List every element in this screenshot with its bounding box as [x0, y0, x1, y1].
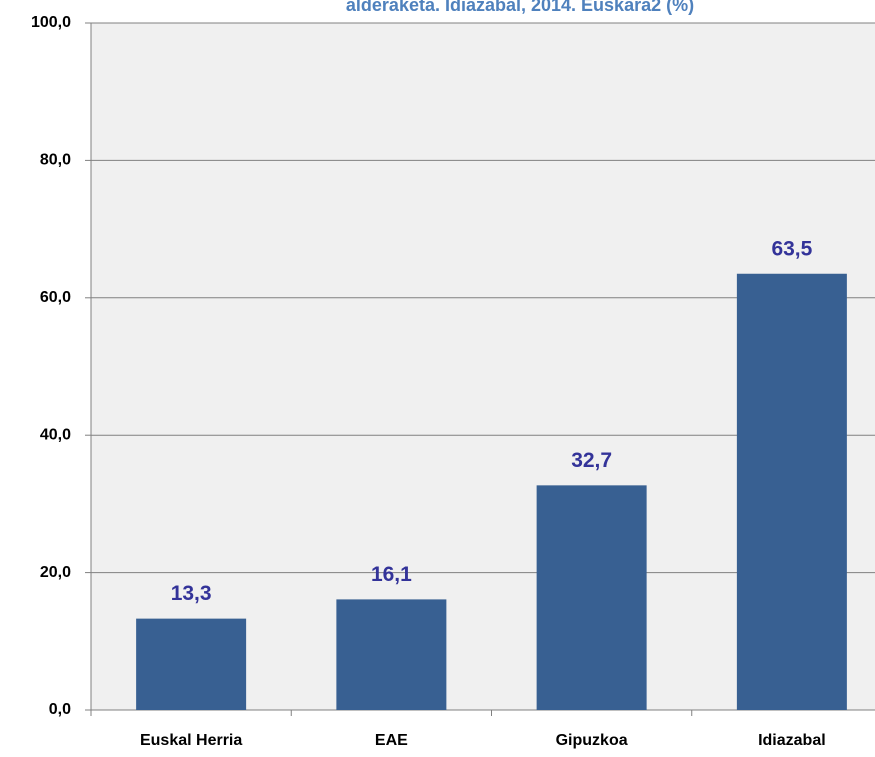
- y-tick-label: 0,0: [49, 701, 71, 718]
- bar: [536, 485, 647, 710]
- bar: [336, 599, 447, 710]
- x-tick-label: Gipuzkoa: [556, 732, 628, 749]
- value-label: 16,1: [371, 563, 412, 586]
- y-tick-label: 40,0: [40, 426, 71, 443]
- y-tick-label: 20,0: [40, 564, 71, 581]
- x-tick-label: Idiazabal: [758, 732, 826, 749]
- chart-title: alderaketa. Idiazabal, 2014. Euskara2 (%…: [346, 0, 694, 15]
- y-tick-label: 60,0: [40, 289, 71, 306]
- x-tick-label: Euskal Herria: [140, 732, 242, 749]
- value-label: 32,7: [571, 449, 612, 472]
- value-label: 63,5: [771, 237, 812, 260]
- y-tick-label: 100,0: [31, 14, 71, 31]
- y-tick-label: 80,0: [40, 152, 71, 169]
- value-label: 13,3: [171, 582, 212, 605]
- x-tick-label: EAE: [375, 732, 408, 749]
- bar: [136, 618, 247, 710]
- bar: [736, 273, 847, 710]
